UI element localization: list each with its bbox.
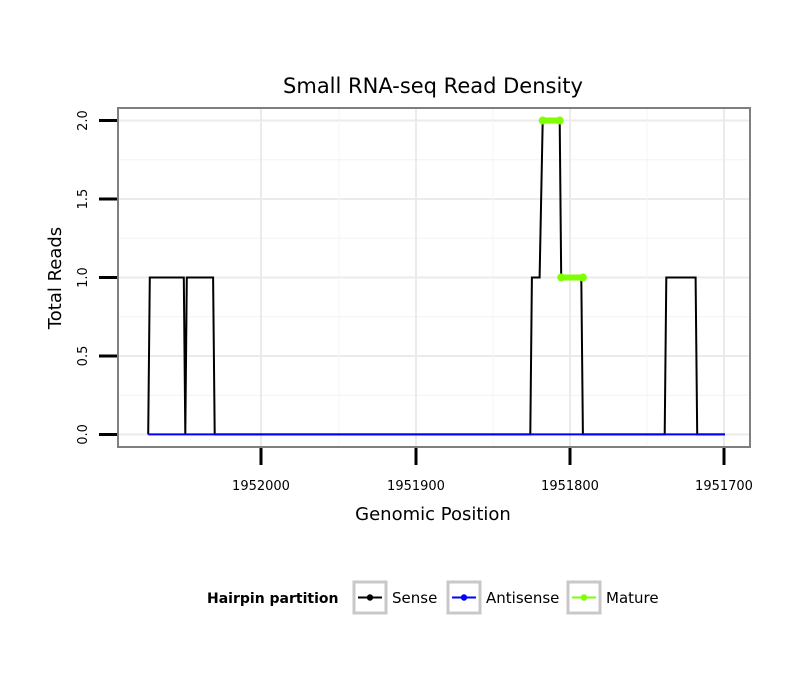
y-tick-label-1: 0.5: [76, 346, 91, 367]
series-line-sense: [147, 119, 725, 436]
mature-point-1-end: [578, 273, 587, 282]
y-tick-label-2: 1.0: [76, 267, 91, 288]
legend-title: Hairpin partition: [207, 591, 338, 607]
mature-point-0-start: [538, 116, 547, 125]
legend-label-mature: Mature: [606, 589, 659, 607]
x-tick-label-2: 1951800: [541, 479, 599, 494]
chart-title: Small RNA-seq Read Density: [283, 74, 583, 98]
legend-point-sense: [366, 594, 374, 601]
legend-label-antisense: Antisense: [486, 589, 559, 607]
y-tick-label-0: 0.0: [76, 424, 91, 445]
mature-point-1-start: [557, 273, 566, 282]
legend: Hairpin partition Sense Antisense Mature: [207, 580, 659, 615]
plot-series: [147, 116, 725, 436]
y-tick-label-4: 2.0: [76, 110, 91, 131]
mature-point-0-end: [555, 116, 564, 125]
legend-point-antisense: [460, 594, 468, 601]
plot-panel-border: [117, 107, 751, 448]
x-tick-label-3: 1951700: [695, 479, 753, 494]
y-tick-label-3: 1.5: [76, 189, 91, 210]
x-tick-label-1: 1951900: [387, 479, 445, 494]
axes: 0.0 0.5 1.0 1.5 2.0 1952000 1951900 1951800 1951…: [76, 110, 753, 494]
x-axis-title: Genomic Position: [355, 504, 511, 525]
legend-label-sense: Sense: [392, 589, 437, 607]
x-tick-label-0: 1952000: [232, 479, 290, 494]
legend-point-mature: [580, 594, 588, 601]
y-axis-title: Total Reads: [45, 227, 66, 330]
